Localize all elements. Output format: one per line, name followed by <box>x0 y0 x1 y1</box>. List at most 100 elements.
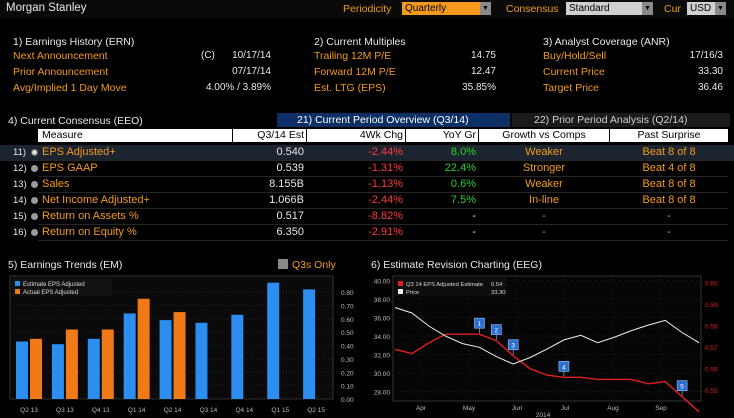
x-tick-label: Q2 15 <box>307 407 325 414</box>
table-row[interactable]: 13) Sales 8.155B -1.13% 0.6% Weaker Beat 8 of … <box>0 177 734 193</box>
left-tick-label: 30.00 <box>374 371 391 378</box>
x-tick-label: Jun <box>512 405 523 412</box>
left-tick-label: 38.00 <box>374 297 391 304</box>
bar-estimate <box>123 313 136 399</box>
legend-label: Q3 14 EPS Adjusted Estimate <box>406 282 483 288</box>
row-value: 4.00% / 3.89% <box>205 82 271 93</box>
x-tick-label: Sep <box>655 405 667 412</box>
x-tick-label: Q2 14 <box>164 407 182 414</box>
y-tick-label: 0.50 <box>341 330 354 337</box>
row-value: 33.30 <box>697 66 723 77</box>
cur-dropdown[interactable]: USD ▼ <box>687 2 726 15</box>
table-row[interactable]: 14) Net Income Adjusted+ 1.066B -2.44% 7.5% I… <box>0 193 734 209</box>
estimate-revision-chart: 40.00 38.00 36.00 34.00 32.00 30.00 28.00 0.60 0… <box>374 275 718 418</box>
surprise-value: - <box>667 210 671 222</box>
measure-label[interactable]: EPS Adjusted+ <box>42 146 116 158</box>
marker-box <box>676 380 688 391</box>
measure-label[interactable]: Return on Equity % <box>42 226 137 238</box>
radio-icon[interactable] <box>31 197 38 204</box>
col-est[interactable]: Q3/14 Est <box>233 129 306 142</box>
row-divider <box>38 192 728 193</box>
y-tick-label: 0.10 <box>341 384 354 391</box>
analyst-coverage-heading[interactable]: 3) Analyst Coverage (ANR) <box>543 36 670 48</box>
col-measure[interactable]: Measure <box>38 129 232 142</box>
row-label: Buy/Hold/Sell <box>543 50 607 62</box>
tab-current-period[interactable]: 21) Current Period Overview (Q3/14) <box>277 113 510 127</box>
estimate-line <box>394 333 700 413</box>
x-tick-label: May <box>463 405 476 412</box>
row-number: 16) <box>13 227 27 238</box>
left-tick-label: 32.00 <box>374 353 391 360</box>
confirmed-flag: (C) <box>201 50 215 61</box>
y-tick-label: 0.80 <box>341 290 354 297</box>
consensus-table-body: 11) EPS Adjusted+ 0.540 -2.44% 8.0% Weaker Bea… <box>0 145 734 241</box>
col-growth-vs-comps[interactable]: Growth vs Comps <box>479 129 609 142</box>
row-value: 35.85% <box>462 82 496 93</box>
row-label: Avg/Implied 1 Day Move <box>13 82 127 94</box>
marker-label: 1 <box>478 321 482 328</box>
estimate-revision-heading[interactable]: 6) Estimate Revision Charting (EEG) <box>371 259 542 271</box>
surprise-value: Beat 4 of 8 <box>642 162 696 174</box>
row-value: 10/17/14 <box>232 50 271 61</box>
table-row[interactable]: 11) EPS Adjusted+ 0.540 -2.44% 8.0% Weaker Bea… <box>0 145 734 161</box>
legend-value: 0.54 <box>491 282 503 288</box>
legend-swatch <box>15 289 20 294</box>
table-row[interactable]: 16) Return on Equity % 6.350 -2.91% - - - <box>0 225 734 241</box>
col-4wk-chg[interactable]: 4Wk Chg <box>307 129 405 142</box>
consensus-heading[interactable]: 4) Current Consensus (EEO) <box>8 115 143 127</box>
list-item: Trailing 12M P/E 14.75 <box>314 50 496 66</box>
radio-icon[interactable] <box>31 149 38 156</box>
periodicity-dropdown[interactable]: Quarterly ▼ <box>402 2 491 15</box>
col-past-surprise[interactable]: Past Surprise <box>610 129 728 142</box>
list-item: Buy/Hold/Sell 17/16/3 <box>543 50 723 66</box>
security-title: Morgan Stanley <box>6 2 87 14</box>
chevron-down-icon[interactable]: ▼ <box>480 2 491 15</box>
radio-icon[interactable] <box>31 165 38 172</box>
measure-label[interactable]: EPS GAAP <box>42 162 98 174</box>
bar-estimate <box>195 322 208 399</box>
row-value: 12.47 <box>470 66 496 77</box>
radio-icon[interactable] <box>31 181 38 188</box>
radio-icon[interactable] <box>31 229 38 236</box>
x-tick-label: Q1 14 <box>128 407 146 414</box>
tab-prior-period[interactable]: 22) Prior Period Analysis (Q2/14) <box>512 113 730 127</box>
marker-label: 2 <box>495 328 499 335</box>
chevron-down-icon[interactable]: ▼ <box>642 2 653 15</box>
legend-label: Estimate EPS Adjusted <box>23 282 85 288</box>
comp-value: Weaker <box>525 178 563 190</box>
row-number: 11) <box>13 147 27 158</box>
y-tick-label: 0.00 <box>341 397 354 404</box>
measure-label[interactable]: Sales <box>42 178 70 190</box>
list-item: Forward 12M P/E 12.47 <box>314 66 496 82</box>
measure-label[interactable]: Net Income Adjusted+ <box>42 194 150 206</box>
consensus-dropdown[interactable]: Standard ▼ <box>566 2 653 15</box>
x-tick-label: Q3 13 <box>56 407 74 414</box>
legend-label: Price <box>406 290 419 296</box>
row-label: Trailing 12M P/E <box>314 50 392 62</box>
legend-swatch <box>398 281 403 286</box>
list-item: Avg/Implied 1 Day Move 4.00% / 3.89% <box>13 82 271 98</box>
legend-value: 33.30 <box>491 290 506 296</box>
radio-icon[interactable] <box>31 213 38 220</box>
legend-label: Actual EPS Adjusted <box>23 290 78 296</box>
measure-label[interactable]: Return on Assets % <box>42 210 139 222</box>
table-row[interactable]: 15) Return on Assets % 0.517 -8.82% - - - <box>0 209 734 225</box>
row-label: Prior Announcement <box>13 66 109 78</box>
row-number: 13) <box>13 179 27 190</box>
bar-actual <box>173 312 186 399</box>
q3s-only-checkbox[interactable] <box>278 259 288 269</box>
bar-actual <box>30 338 42 399</box>
earnings-history-heading[interactable]: 1) Earnings History (ERN) <box>13 36 135 48</box>
left-tick-label: 40.00 <box>374 279 391 286</box>
x-tick-label: Apr <box>416 405 427 412</box>
col-yoy-gr[interactable]: YoY Gr <box>406 129 478 142</box>
x-tick-label: Aug <box>607 405 619 412</box>
chevron-down-icon[interactable]: ▼ <box>715 2 726 15</box>
revision-marker: 3 <box>507 339 519 355</box>
est-value: 6.350 <box>276 226 304 238</box>
row-label: Target Price <box>543 82 600 94</box>
table-row[interactable]: 12) EPS GAAP 0.539 -1.31% 22.4% Stronger Beat … <box>0 161 734 177</box>
current-multiples-heading[interactable]: 2) Current Multiples <box>314 36 406 48</box>
earnings-trends-heading[interactable]: 5) Earnings Trends (EM) <box>8 259 123 271</box>
right-tick-label: 0.57 <box>705 345 718 352</box>
